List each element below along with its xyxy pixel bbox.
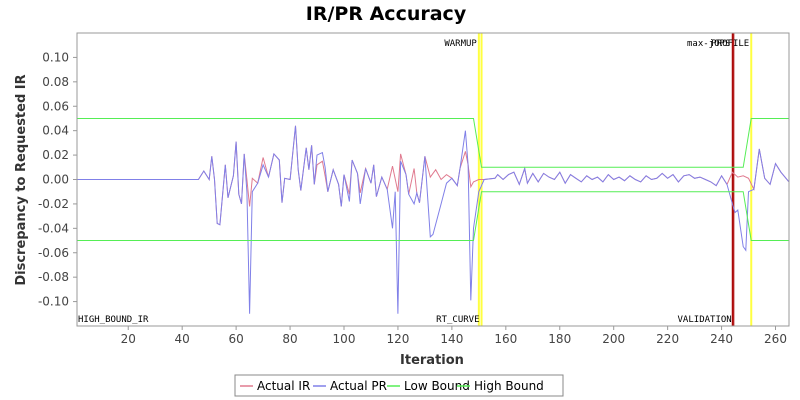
x-tick-label: 200 [602,332,625,346]
series-high-bound [77,118,789,168]
x-tick-label: 260 [764,332,787,346]
y-tick-label: 0.08 [42,75,69,89]
y-tick-label: -0.06 [38,246,69,260]
y-tick-label: 0.00 [42,173,69,187]
y-tick-label: 0.02 [42,148,69,162]
legend-label: Low Bound [404,379,470,393]
x-axis: 20 40 60 80 100 120 140 160 180 200 220 240 260 [121,326,787,346]
legend-label: Actual IR [257,379,310,393]
y-tick-label: -0.08 [38,270,69,284]
x-tick-label: 120 [386,332,409,346]
x-tick-label: 160 [494,332,517,346]
marker-label: PROFILE [711,39,749,49]
marker-label: HIGH_BOUND_IR [78,315,149,325]
x-tick-label: 60 [228,332,243,346]
x-tick-label: 140 [440,332,463,346]
y-tick-label: -0.10 [38,295,69,309]
legend-label: High Bound [474,379,544,393]
y-axis-label: Discrepancy to Requested IR [14,74,29,285]
series-lines [77,118,790,314]
x-tick-label: 40 [175,332,190,346]
y-tick-label: 0.10 [42,50,69,64]
marker-label: max-jOPS [687,39,730,49]
x-tick-label: 220 [656,332,679,346]
phase-markers: WARMUP RT_CURVE max-jOPS VALIDATION PROFILE H… [78,33,753,326]
y-tick-label: 0.06 [42,99,69,113]
marker-label: WARMUP [444,39,477,49]
x-tick-label: 100 [333,332,356,346]
chart-title: IR/PR Accuracy [306,3,467,25]
x-tick-label: 240 [710,332,733,346]
series-low-bound [77,191,789,241]
x-tick-label: 180 [548,332,571,346]
legend: Actual IR Actual PR Low Bound High Bound [234,374,564,397]
x-tick-label: 20 [121,332,136,346]
marker-label: VALIDATION [678,315,732,325]
series-actual-pr [77,125,790,314]
y-tick-label: 0.04 [42,124,69,138]
y-axis: -0.10 -0.08 -0.06 -0.04 -0.02 0.00 0.02 0.04 0.0… [38,50,77,309]
legend-label: Actual PR [330,379,387,393]
x-axis-label: Iteration [400,353,464,368]
marker-label: RT_CURVE [436,315,479,325]
y-tick-label: -0.02 [38,197,69,211]
y-tick-label: -0.04 [38,221,69,235]
x-tick-label: 80 [282,332,297,346]
